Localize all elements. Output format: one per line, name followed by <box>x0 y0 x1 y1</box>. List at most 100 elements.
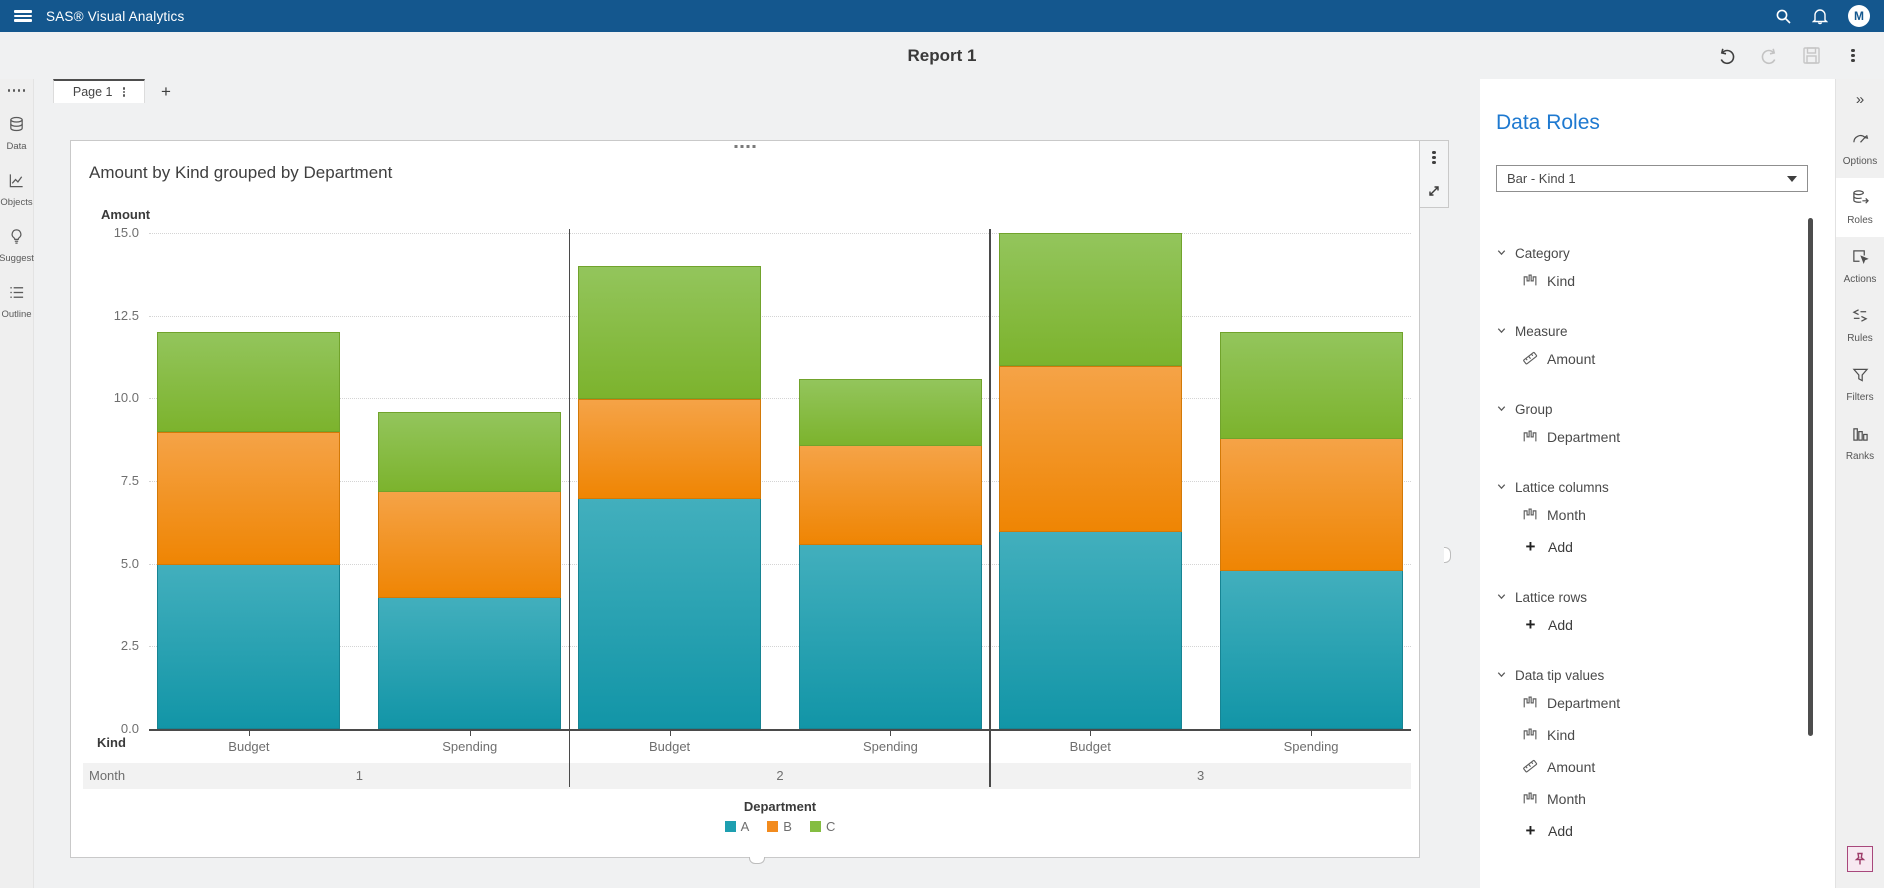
bar-segment-a[interactable] <box>798 544 982 729</box>
save-icon[interactable] <box>1800 45 1822 67</box>
role-section-measure[interactable]: Measure <box>1496 319 1795 343</box>
bar-segment-b[interactable] <box>1219 438 1403 571</box>
options-icon <box>1851 130 1870 152</box>
legend-item-b[interactable]: B <box>767 819 792 834</box>
legend-item-a[interactable]: A <box>724 819 749 834</box>
bar-segment-b[interactable] <box>378 491 562 598</box>
bar-segment-b[interactable] <box>578 399 762 499</box>
bar-segment-a[interactable] <box>157 564 341 729</box>
bar-segment-c[interactable] <box>157 332 341 432</box>
pin-panel-button[interactable] <box>1847 846 1873 872</box>
role-item-month[interactable]: Month <box>1496 783 1795 815</box>
role-item-department[interactable]: Department <box>1496 687 1795 719</box>
bar-segment-b[interactable] <box>157 432 341 565</box>
chart-title: Amount by Kind grouped by Department <box>89 163 393 182</box>
object-menu-icon[interactable] <box>1420 141 1448 174</box>
bar-segment-a[interactable] <box>1219 570 1403 729</box>
role-section-lattice-rows[interactable]: Lattice rows <box>1496 585 1795 609</box>
lattice-month-value: 2 <box>776 768 784 783</box>
bar-segment-a[interactable] <box>998 531 1182 729</box>
role-section-label: Lattice columns <box>1515 479 1609 495</box>
panel-scrollbar[interactable] <box>1808 218 1813 736</box>
rail-item-actions[interactable]: Actions <box>1836 237 1884 296</box>
y-axis-tick-label: 2.5 <box>120 638 139 654</box>
left-rail-drag-handle-icon[interactable] <box>0 79 33 106</box>
role-section-category[interactable]: Category <box>1496 241 1795 265</box>
y-axis-tick-label: 12.5 <box>113 307 139 323</box>
rail-item-ranks[interactable]: Ranks <box>1836 414 1884 473</box>
stacked-bar-spending-month-1[interactable] <box>378 412 562 729</box>
stacked-bar-budget-month-2[interactable] <box>578 266 762 729</box>
bar-segment-a[interactable] <box>578 498 762 729</box>
role-item-label: Department <box>1547 695 1621 711</box>
sidebar-item-outline[interactable]: Outline <box>0 274 33 330</box>
bar-chart-object[interactable]: Amount by Kind grouped by Department Amo… <box>70 140 1420 858</box>
plus-icon: + <box>1525 537 1536 556</box>
category-field-icon <box>1522 506 1538 525</box>
add-role-button[interactable]: + Add <box>1496 609 1795 641</box>
bar-segment-c[interactable] <box>1219 332 1403 439</box>
app-title: SAS® Visual Analytics <box>46 8 185 24</box>
role-item-kind[interactable]: Kind <box>1496 719 1795 751</box>
stacked-bar-budget-month-1[interactable] <box>157 332 341 729</box>
rail-item-label: Roles <box>1847 215 1873 226</box>
data-table-icon <box>8 116 25 138</box>
rail-item-filters[interactable]: Filters <box>1836 355 1884 414</box>
add-role-button[interactable]: + Add <box>1496 531 1795 563</box>
lattice-month-value: 3 <box>1197 768 1205 783</box>
role-section-label: Group <box>1515 401 1553 417</box>
sidebar-item-data[interactable]: Data <box>0 106 33 162</box>
rail-item-roles[interactable]: Roles <box>1836 178 1884 237</box>
bar-segment-b[interactable] <box>798 445 982 545</box>
role-item-kind[interactable]: Kind <box>1496 265 1795 297</box>
redo-icon[interactable] <box>1758 45 1780 67</box>
role-item-amount[interactable]: Amount <box>1496 343 1795 375</box>
stacked-bar-spending-month-2[interactable] <box>798 378 982 729</box>
role-section-data-tip-values[interactable]: Data tip values <box>1496 663 1795 687</box>
legend-label: B <box>783 819 792 834</box>
collapse-panel-icon[interactable]: » <box>1855 90 1865 108</box>
search-icon[interactable] <box>1775 8 1792 25</box>
user-avatar[interactable]: M <box>1848 5 1870 27</box>
rail-item-rules[interactable]: Rules <box>1836 296 1884 355</box>
object-selector-dropdown[interactable]: Bar - Kind 1 <box>1496 165 1808 192</box>
notifications-bell-icon[interactable] <box>1812 8 1828 25</box>
maximize-object-icon[interactable] <box>1420 174 1448 207</box>
stacked-bar-spending-month-3[interactable] <box>1219 332 1403 729</box>
role-section-group[interactable]: Group <box>1496 397 1795 421</box>
rail-item-options[interactable]: Options <box>1836 119 1884 178</box>
bar-segment-a[interactable] <box>378 597 562 729</box>
undo-icon[interactable] <box>1716 45 1738 67</box>
stacked-bar-budget-month-3[interactable] <box>998 233 1182 729</box>
sidebar-item-objects[interactable]: Objects <box>0 162 33 218</box>
sidebar-item-suggest[interactable]: Suggest <box>0 218 34 274</box>
lattice-month-value: 1 <box>355 768 363 783</box>
hamburger-menu-icon[interactable] <box>0 8 46 24</box>
object-resize-handle-right[interactable] <box>1444 547 1451 563</box>
bar-segment-c[interactable] <box>378 412 562 492</box>
rail-item-label: Filters <box>1846 391 1874 403</box>
add-page-button[interactable]: + <box>161 82 171 101</box>
x-axis-tick-label: Budget <box>1069 739 1111 754</box>
tab-menu-icon[interactable] <box>122 86 126 99</box>
object-resize-handle-bottom[interactable] <box>749 857 765 864</box>
tab-page-1[interactable]: Page 1 <box>53 79 145 103</box>
role-item-department[interactable]: Department <box>1496 421 1795 453</box>
bar-segment-c[interactable] <box>798 379 982 446</box>
role-item-amount[interactable]: Amount <box>1496 751 1795 783</box>
bar-segment-c[interactable] <box>578 266 762 399</box>
x-axis-tick <box>469 731 471 736</box>
object-drag-handle-icon[interactable] <box>734 145 756 148</box>
gridline <box>149 481 1411 482</box>
role-item-month[interactable]: Month <box>1496 499 1795 531</box>
lattice-month-band: Month 1 2 3 <box>83 763 1411 789</box>
bar-segment-c[interactable] <box>998 233 1182 366</box>
role-item-label: Amount <box>1547 351 1596 367</box>
rules-icon <box>1851 307 1869 329</box>
add-role-button[interactable]: + Add <box>1496 815 1795 847</box>
legend-item-c[interactable]: C <box>809 819 835 834</box>
report-more-menu-icon[interactable] <box>1842 45 1864 67</box>
role-section-lattice-columns[interactable]: Lattice columns <box>1496 475 1795 499</box>
bar-segment-b[interactable] <box>998 366 1182 532</box>
